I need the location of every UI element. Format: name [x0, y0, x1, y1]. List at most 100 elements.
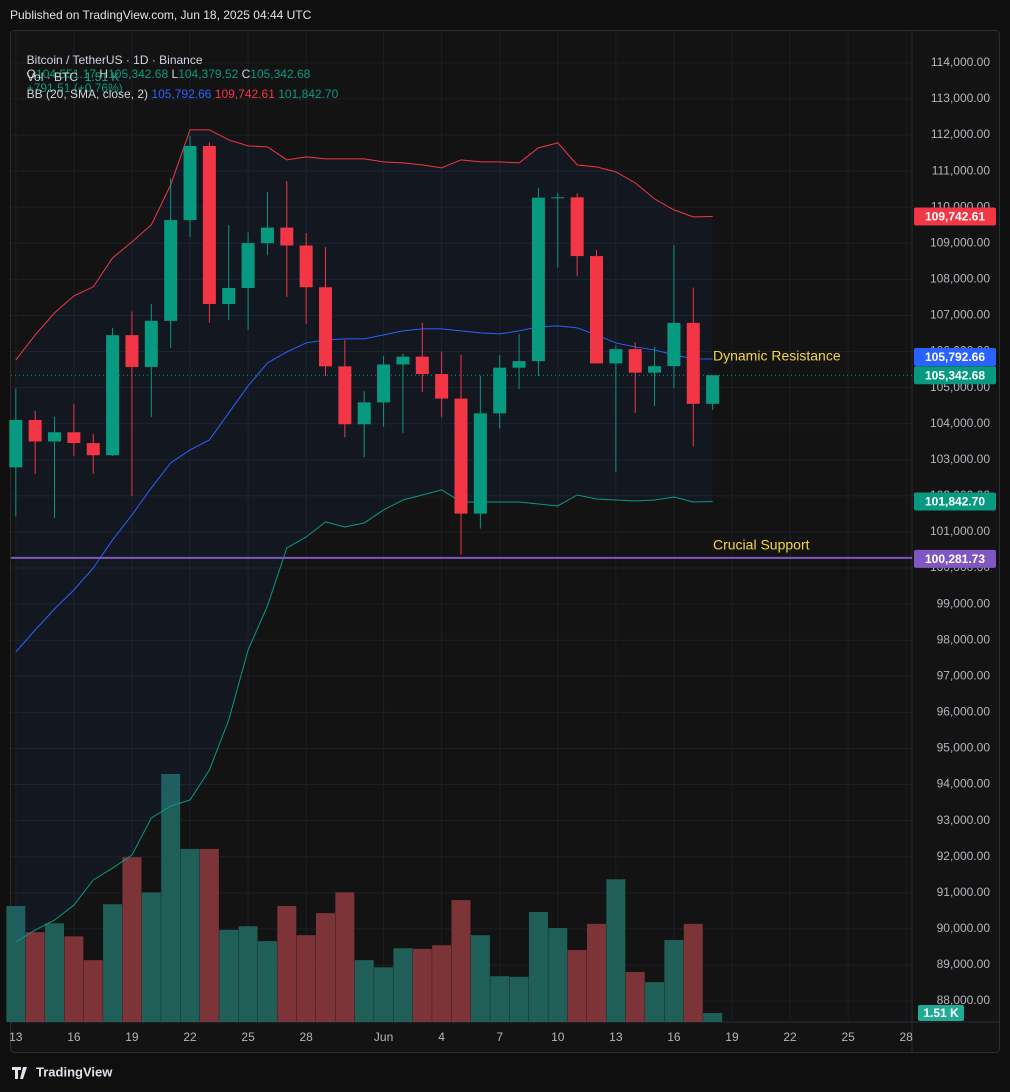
- y-tick-label: 95,000.00: [937, 741, 991, 755]
- volume-bar: [219, 929, 239, 1022]
- volume-bar: [393, 948, 413, 1022]
- candle-body: [222, 287, 236, 304]
- candle-body: [319, 287, 333, 367]
- candle-body: [280, 227, 294, 246]
- candle-body: [570, 197, 584, 257]
- last-price-tag-bg: [914, 366, 996, 385]
- candle-body: [299, 245, 313, 288]
- candle-body: [202, 145, 216, 304]
- candle-body: [667, 322, 681, 367]
- symbol-legend: Bitcoin / TetherUS · 1D · Binance O104,5…: [20, 39, 314, 95]
- lower-tag-bg: [914, 492, 996, 511]
- support-tag-bg: [914, 549, 996, 568]
- y-tick-label: 90,000.00: [937, 921, 991, 935]
- ohlc-key: O: [26, 67, 37, 81]
- support-tag: 100,281.73: [925, 552, 985, 566]
- volume-bar: [238, 926, 258, 1022]
- ohlc-value: 105,342.68: [250, 67, 311, 81]
- symbol: Bitcoin / TetherUS · 1D · Binance: [26, 53, 203, 67]
- candle-body: [86, 443, 100, 456]
- volume-bar: [6, 906, 26, 1022]
- middle-value: 105,792.66: [151, 87, 212, 101]
- candle-body: [628, 349, 642, 373]
- volume-bar: [374, 967, 394, 1022]
- y-tick-label: 98,000.00: [937, 632, 991, 646]
- x-tick-label: 7: [496, 1030, 503, 1044]
- candle-body: [609, 349, 623, 364]
- y-tick-label: 92,000.00: [937, 849, 991, 863]
- volume-bar: [664, 939, 684, 1022]
- brand: TradingView: [12, 1064, 113, 1079]
- volume-bar: [335, 892, 355, 1022]
- annotation: Dynamic Resistance: [713, 348, 841, 364]
- volume-value: 1.51 K: [84, 70, 120, 84]
- x-tick-label: 10: [551, 1030, 565, 1044]
- candle-body: [125, 335, 139, 367]
- lower-tag: 101,842.70: [925, 495, 985, 509]
- volume-bar: [83, 960, 103, 1022]
- y-tick-label: 99,000.00: [937, 596, 991, 610]
- x-tick-label: 22: [183, 1030, 197, 1044]
- volume-bar: [432, 945, 452, 1022]
- candle-body: [686, 322, 700, 404]
- candle-body: [183, 145, 197, 221]
- volume-bar: [528, 911, 548, 1022]
- upper-value: 109,742.61: [214, 87, 275, 101]
- x-tick-label: 16: [667, 1030, 681, 1044]
- volume-bar: [122, 857, 142, 1022]
- candle-body: [28, 419, 42, 442]
- x-tick-label: 25: [241, 1030, 255, 1044]
- candle-body: [260, 227, 274, 244]
- x-tick-label: 4: [438, 1030, 445, 1044]
- candle-body: [48, 432, 62, 442]
- chart-panel: [10, 30, 1000, 1053]
- candle-body: [164, 220, 178, 321]
- volume-bar: [25, 932, 45, 1022]
- candle-body: [9, 419, 23, 468]
- ohlc-value: 104,551.17: [36, 67, 97, 81]
- ohlc: O104,551.17 H105,342.68 L104,379.52 C105…: [27, 67, 314, 81]
- candle-body: [473, 413, 487, 514]
- volume-bar: [470, 935, 490, 1022]
- y-tick-label: 111,000.00: [932, 163, 991, 177]
- y-tick-label: 109,000.00: [930, 235, 990, 249]
- ohlc-key: L: [171, 67, 179, 81]
- x-tick-label: 28: [299, 1030, 313, 1044]
- brand-logo: [12, 1067, 27, 1079]
- x-tick-label: 16: [67, 1030, 81, 1044]
- middle-tag: 105,792.66: [925, 350, 985, 364]
- volume-bar: [490, 976, 510, 1022]
- volume-tag-bg: [918, 1005, 964, 1022]
- candle-body: [589, 256, 603, 364]
- volume-bar: [199, 848, 219, 1022]
- candle-body: [648, 366, 662, 373]
- y-tick-label: 97,000.00: [937, 668, 991, 682]
- volume-bar: [606, 879, 626, 1022]
- candle-body: [106, 335, 120, 456]
- support-label: Crucial Support: [713, 537, 810, 553]
- volume-bar: [451, 900, 471, 1022]
- volume-bar: [412, 948, 432, 1022]
- x-tick-label: Jun: [374, 1030, 393, 1044]
- change: +791.51 (+0.76%): [26, 81, 123, 95]
- x-tick-label: 19: [725, 1030, 739, 1044]
- volume-bar: [586, 923, 606, 1022]
- volume-bar: [64, 936, 84, 1022]
- bands-legend: BB (20, SMA, close, 2) 105,792.66 109,74…: [20, 73, 339, 101]
- ohlc-key: C: [241, 67, 251, 81]
- candle-body: [338, 366, 352, 425]
- candle-body: [396, 356, 410, 365]
- candle-body: [706, 375, 720, 404]
- x-tick-label: 22: [783, 1030, 797, 1044]
- ohlc-value: 105,342.68: [108, 67, 169, 81]
- candle-body: [241, 243, 255, 288]
- lower-value: 101,842.70: [278, 87, 339, 101]
- x-tick-label: 25: [841, 1030, 855, 1044]
- x-tick-label: 19: [125, 1030, 139, 1044]
- volume-bar: [180, 848, 200, 1022]
- upper-tag: 109,742.61: [925, 210, 985, 224]
- y-tick-label: 96,000.00: [937, 705, 991, 719]
- y-tick-label: 94,000.00: [937, 777, 991, 791]
